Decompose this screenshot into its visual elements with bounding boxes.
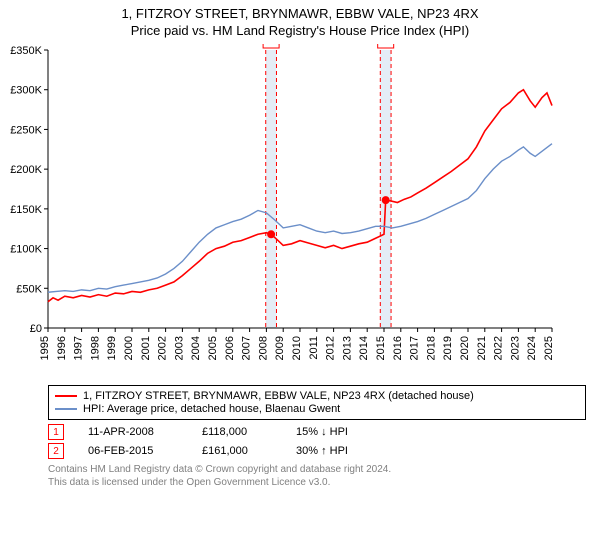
sale-band-label: 1 [268, 44, 274, 47]
x-tick-label: 2003 [173, 336, 185, 360]
legend-swatch [55, 395, 77, 397]
event-date: 06-FEB-2015 [88, 445, 178, 457]
x-tick-label: 2007 [241, 336, 253, 360]
x-tick-label: 2023 [509, 336, 521, 360]
x-tick-label: 2008 [257, 336, 269, 360]
x-tick-label: 2022 [493, 336, 505, 360]
event-marker: 1 [48, 424, 64, 440]
x-tick-label: 2025 [543, 336, 555, 360]
x-tick-label: 1997 [73, 336, 85, 360]
chart-titles: 1, FITZROY STREET, BRYNMAWR, EBBW VALE, … [4, 6, 596, 38]
legend-swatch [55, 408, 77, 410]
x-tick-label: 2019 [442, 336, 454, 360]
x-tick-label: 2024 [526, 336, 538, 360]
sale-band [380, 50, 391, 328]
x-tick-label: 2017 [409, 336, 421, 360]
x-tick-label: 1996 [56, 336, 68, 360]
y-tick-label: £0 [30, 323, 42, 335]
event-delta: 15% ↓ HPI [296, 426, 386, 438]
sale-events-table: 1 11-APR-2008 £118,000 15% ↓ HPI 2 06-FEB-201… [48, 424, 586, 459]
x-tick-label: 2006 [224, 336, 236, 360]
event-delta: 30% ↑ HPI [296, 445, 386, 457]
x-tick-label: 2000 [123, 336, 135, 360]
event-price: £118,000 [202, 426, 272, 438]
chart-container: 1 2 £0 £50K £100K £150K £200K £250K £300K £350K 19… [4, 44, 596, 379]
x-tick-label: 2016 [392, 336, 404, 360]
y-tick-label: £200K [10, 164, 42, 176]
y-tick-label: £100K [10, 244, 42, 256]
legend-label: 1, FITZROY STREET, BRYNMAWR, EBBW VALE, … [83, 390, 474, 402]
title-address: 1, FITZROY STREET, BRYNMAWR, EBBW VALE, … [4, 6, 596, 21]
x-tick-label: 2004 [190, 336, 202, 360]
x-tick-label: 2014 [358, 336, 370, 360]
legend-row: 1, FITZROY STREET, BRYNMAWR, EBBW VALE, … [55, 390, 579, 402]
sale-marker [382, 196, 390, 204]
sale-band-label: 2 [383, 44, 389, 47]
x-tick-label: 2015 [375, 336, 387, 360]
sale-marker [267, 230, 275, 238]
x-tick-label: 1998 [89, 336, 101, 360]
event-row: 1 11-APR-2008 £118,000 15% ↓ HPI [48, 424, 586, 440]
event-date: 11-APR-2008 [88, 426, 178, 438]
title-subtitle: Price paid vs. HM Land Registry's House … [4, 23, 596, 38]
x-tick-label: 1999 [106, 336, 118, 360]
event-marker: 2 [48, 443, 64, 459]
x-tick-label: 2018 [425, 336, 437, 360]
legend: 1, FITZROY STREET, BRYNMAWR, EBBW VALE, … [48, 385, 586, 420]
y-tick-label: £50K [16, 283, 42, 295]
y-tick-label: £250K [10, 124, 42, 136]
footer-line2: This data is licensed under the Open Gov… [48, 476, 586, 489]
y-tick-label: £300K [10, 85, 42, 97]
x-tick-label: 2002 [157, 336, 169, 360]
footer-line1: Contains HM Land Registry data © Crown c… [48, 463, 586, 476]
sale-band [266, 50, 277, 328]
x-tick-label: 2001 [140, 336, 152, 360]
x-tick-label: 2020 [459, 336, 471, 360]
x-tick-label: 2005 [207, 336, 219, 360]
y-tick-label: £150K [10, 204, 42, 216]
series-price_paid [48, 90, 552, 302]
price-chart: 1 2 £0 £50K £100K £150K £200K £250K £300K £350K 19… [4, 44, 560, 374]
x-tick-label: 1995 [39, 336, 51, 360]
series-hpi [48, 144, 552, 293]
x-tick-label: 2009 [274, 336, 286, 360]
legend-label: HPI: Average price, detached house, Blae… [83, 403, 340, 415]
footer-attribution: Contains HM Land Registry data © Crown c… [48, 463, 586, 489]
legend-row: HPI: Average price, detached house, Blae… [55, 403, 579, 415]
event-price: £161,000 [202, 445, 272, 457]
x-tick-label: 2013 [341, 336, 353, 360]
x-tick-label: 2012 [325, 336, 337, 360]
y-tick-label: £350K [10, 45, 42, 57]
x-tick-label: 2010 [291, 336, 303, 360]
event-row: 2 06-FEB-2015 £161,000 30% ↑ HPI [48, 443, 586, 459]
x-tick-label: 2011 [308, 336, 320, 360]
x-tick-label: 2021 [476, 336, 488, 360]
